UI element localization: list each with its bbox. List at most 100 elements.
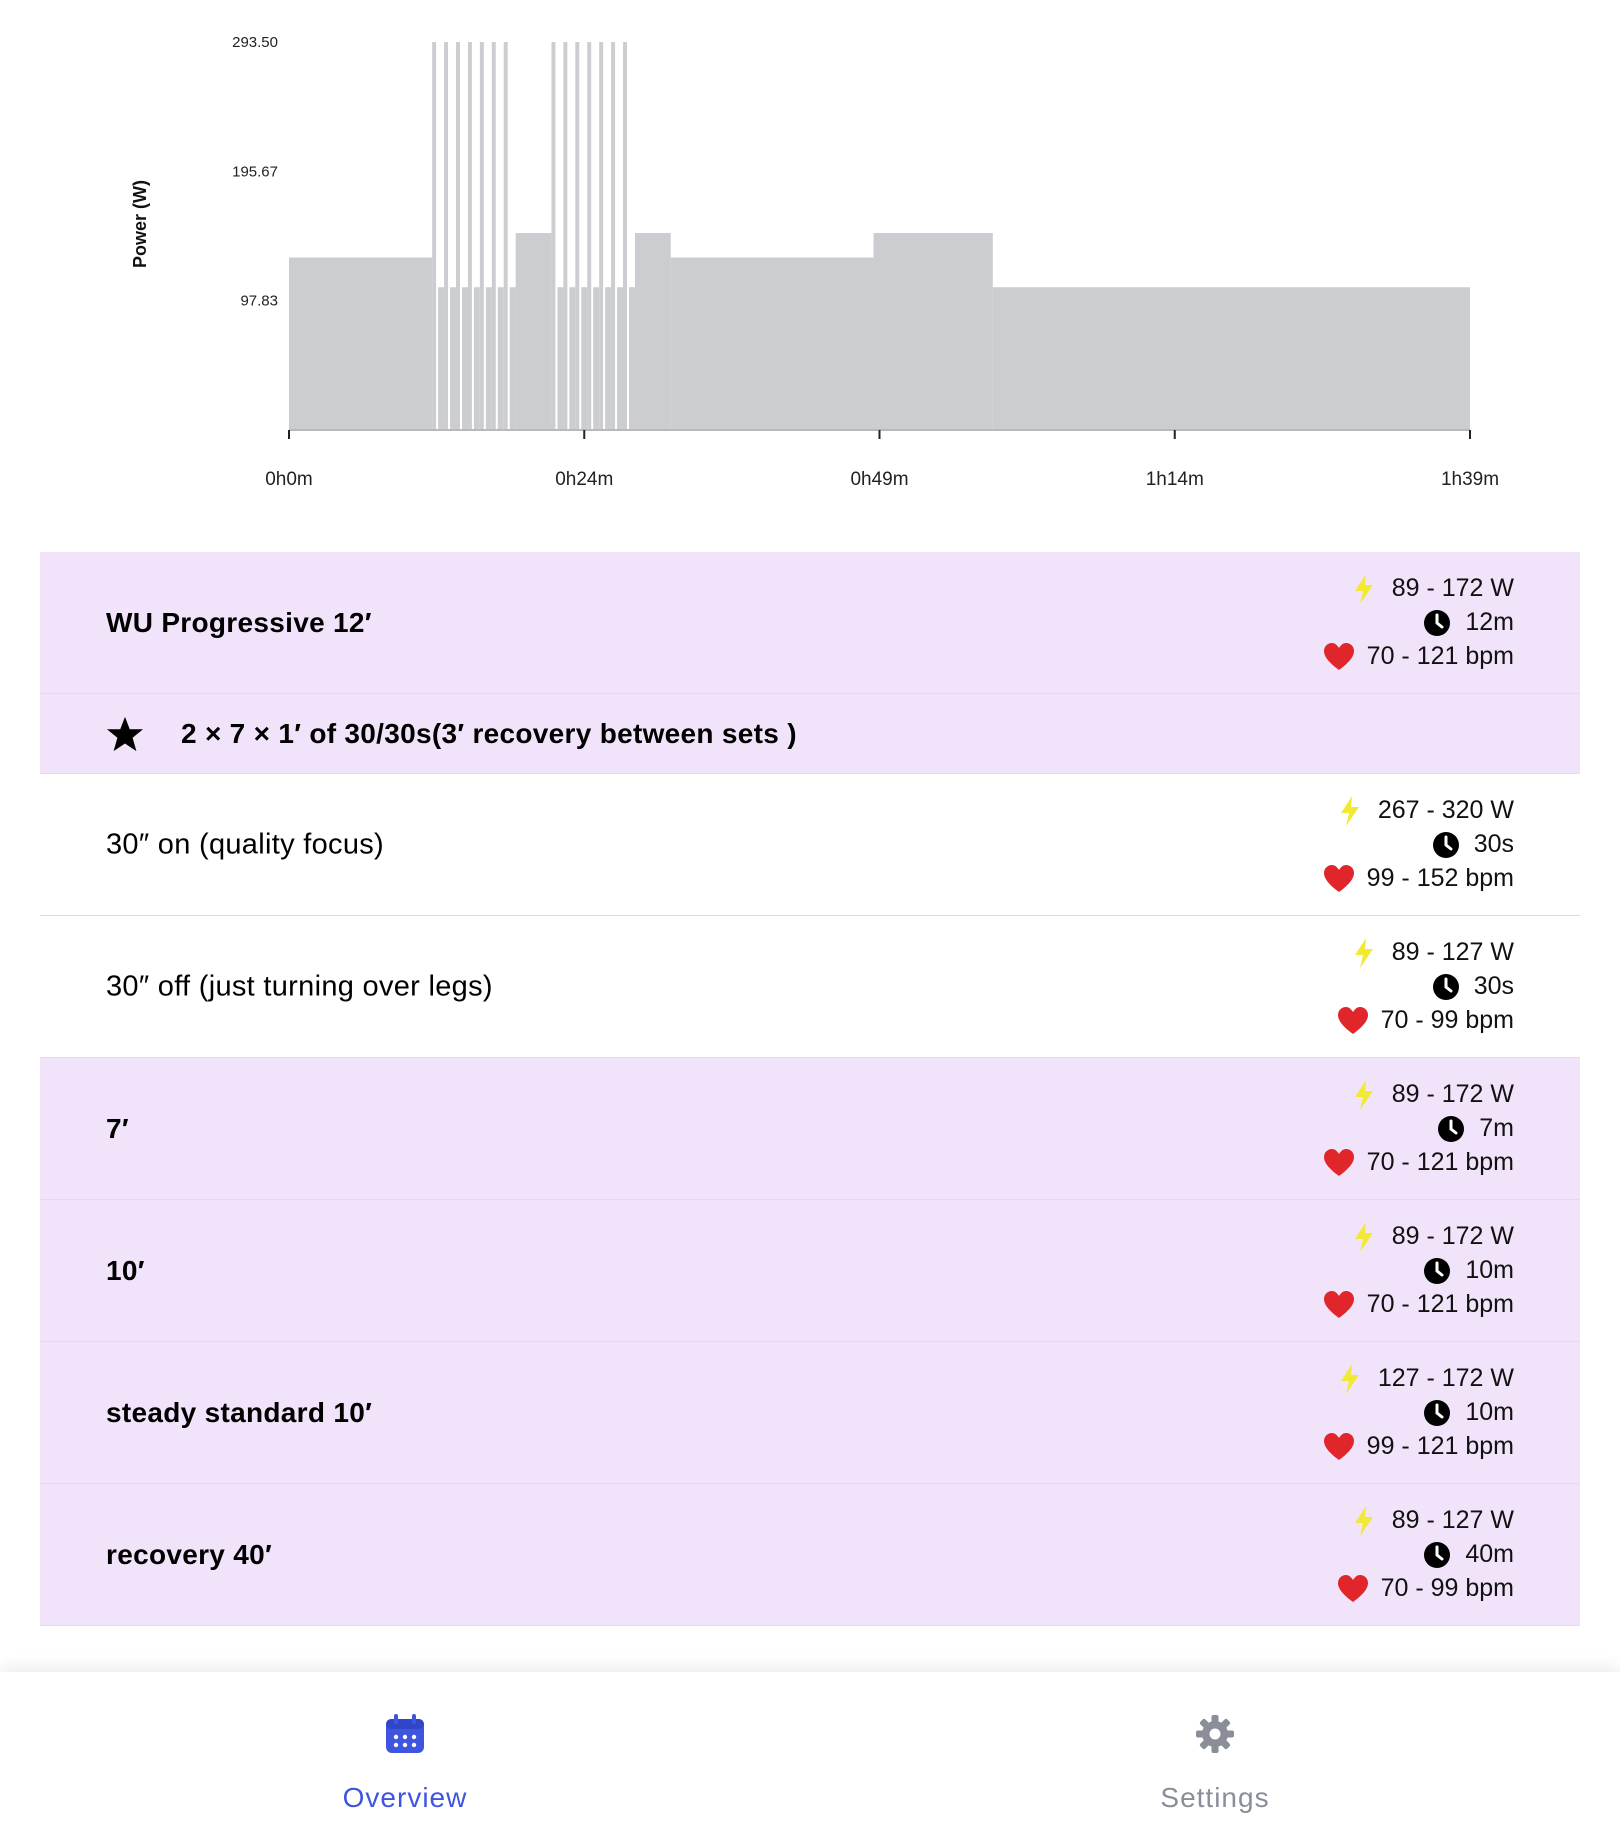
workout-step-row[interactable]: steady standard 10′ 127 - 172 W 10m 99 - 12… bbox=[40, 1342, 1580, 1484]
power-chart-area: 293.50 195.67 97.83 0h0m 0h24m 0h49m 1h14m 1h39… bbox=[0, 0, 1620, 520]
power-value: 267 - 320 W bbox=[1377, 796, 1514, 824]
tab-overview[interactable]: Overview bbox=[0, 1672, 810, 1832]
step-metrics: 89 - 172 W 7m 70 - 121 bpm bbox=[1323, 1078, 1514, 1180]
power-value: 89 - 127 W bbox=[1391, 938, 1514, 966]
heart-rate-range: 70 - 121 bpm bbox=[1323, 1288, 1514, 1322]
heart-rate-range: 70 - 99 bpm bbox=[1337, 1572, 1514, 1606]
power-bar bbox=[670, 257, 874, 430]
power-bar bbox=[467, 42, 472, 430]
heart-icon bbox=[1323, 863, 1355, 895]
step-name: steady standard 10′ bbox=[106, 1396, 373, 1428]
lightning-icon bbox=[1348, 1505, 1380, 1537]
clock-icon bbox=[1421, 1539, 1453, 1571]
workout-step-row[interactable]: recovery 40′ 89 - 127 W 40m 70 - 99 bpm bbox=[40, 1484, 1580, 1626]
power-bar bbox=[551, 42, 556, 430]
workout-steps-list: WU Progressive 12′ 89 - 172 W 12m 70 - 121 … bbox=[40, 552, 1580, 1626]
power-bar bbox=[515, 233, 552, 430]
heart-rate-range: 70 - 121 bpm bbox=[1323, 1146, 1514, 1180]
workout-step-row[interactable]: 7′ 89 - 172 W 7m 70 - 121 bpm bbox=[40, 1058, 1580, 1200]
heart-icon bbox=[1337, 1005, 1369, 1037]
power-bar bbox=[473, 287, 480, 430]
star-icon bbox=[106, 716, 144, 751]
power-range: 89 - 172 W bbox=[1348, 1220, 1514, 1254]
step-name: 7′ bbox=[106, 1112, 129, 1144]
power-range: 89 - 127 W bbox=[1348, 936, 1514, 970]
clock-icon bbox=[1435, 1113, 1467, 1145]
power-bar bbox=[479, 42, 484, 430]
power-bar bbox=[563, 42, 568, 430]
power-bar bbox=[623, 42, 627, 430]
lightning-icon bbox=[1348, 1079, 1380, 1111]
power-value: 89 - 127 W bbox=[1391, 1506, 1514, 1534]
hr-value: 99 - 121 bpm bbox=[1366, 1432, 1514, 1460]
power-bar bbox=[456, 42, 460, 430]
lightning-icon bbox=[1348, 937, 1380, 969]
power-bar bbox=[634, 233, 671, 430]
step-metrics: 89 - 172 W 10m 70 - 121 bpm bbox=[1323, 1220, 1514, 1322]
power-value: 89 - 172 W bbox=[1391, 574, 1514, 602]
workout-step-row[interactable]: 10′ 89 - 172 W 10m 70 - 121 bpm bbox=[40, 1200, 1580, 1342]
heart-icon bbox=[1323, 641, 1355, 673]
x-tick-label: 0h24m bbox=[555, 469, 613, 490]
power-range: 127 - 172 W bbox=[1334, 1362, 1514, 1396]
heart-rate-range: 70 - 99 bpm bbox=[1337, 1004, 1514, 1038]
clock-icon bbox=[1421, 1255, 1453, 1287]
duration-value: 40m bbox=[1465, 1540, 1514, 1568]
tab-settings-label: Settings bbox=[1160, 1782, 1270, 1813]
power-chart: 293.50 195.67 97.83 0h0m 0h24m 0h49m 1h14m 1h39… bbox=[130, 34, 1499, 490]
lightning-icon bbox=[1348, 1221, 1380, 1253]
gear-icon bbox=[1196, 1715, 1234, 1753]
calendar-icon bbox=[386, 1714, 424, 1753]
power-bar bbox=[611, 42, 616, 430]
power-bar bbox=[491, 42, 496, 430]
duration-value: 12m bbox=[1465, 608, 1514, 636]
duration: 10m bbox=[1421, 1254, 1514, 1288]
heart-rate-range: 99 - 121 bpm bbox=[1323, 1430, 1514, 1464]
hr-value: 99 - 152 bpm bbox=[1366, 864, 1514, 892]
step-metrics: 89 - 172 W 12m 70 - 121 bpm bbox=[1323, 572, 1514, 674]
tab-settings[interactable]: Settings bbox=[810, 1672, 1620, 1832]
power-bar bbox=[992, 287, 1470, 430]
duration-value: 30s bbox=[1473, 972, 1514, 1000]
power-range: 89 - 172 W bbox=[1348, 572, 1514, 606]
power-bar bbox=[569, 287, 576, 430]
bottom-tab-bar: Overview Settings bbox=[0, 1672, 1620, 1832]
power-bar bbox=[485, 287, 492, 430]
y-tick-label: 293.50 bbox=[232, 34, 278, 51]
power-bar bbox=[497, 287, 504, 430]
heart-icon bbox=[1323, 1431, 1355, 1463]
y-axis-label: Power (W) bbox=[130, 180, 150, 268]
power-bar bbox=[575, 42, 580, 430]
x-tick-label: 0h49m bbox=[850, 469, 908, 490]
step-name: WU Progressive 12′ bbox=[106, 606, 372, 638]
power-bar bbox=[587, 42, 592, 430]
duration: 30s bbox=[1430, 970, 1514, 1004]
power-bar bbox=[444, 42, 449, 430]
tab-overview-label: Overview bbox=[342, 1782, 468, 1813]
hr-value: 70 - 121 bpm bbox=[1366, 642, 1514, 670]
duration-value: 30s bbox=[1473, 830, 1514, 858]
power-bar bbox=[503, 42, 508, 430]
y-tick-label: 195.67 bbox=[232, 163, 278, 180]
duration: 7m bbox=[1435, 1112, 1514, 1146]
step-metrics: 127 - 172 W 10m 99 - 121 bpm bbox=[1323, 1362, 1514, 1464]
duration: 30s bbox=[1430, 828, 1514, 862]
power-bar bbox=[873, 233, 993, 430]
hr-value: 70 - 121 bpm bbox=[1366, 1148, 1514, 1176]
clock-icon bbox=[1421, 1397, 1453, 1429]
clock-icon bbox=[1421, 607, 1453, 639]
workout-step-row[interactable]: 30″ on (quality focus) 267 - 320 W 30s 99 -… bbox=[40, 774, 1580, 916]
power-bar bbox=[557, 287, 564, 430]
x-tick-label: 1h14m bbox=[1146, 469, 1204, 490]
heart-rate-range: 70 - 121 bpm bbox=[1323, 640, 1514, 674]
clock-icon bbox=[1430, 829, 1462, 861]
power-bar bbox=[599, 42, 604, 430]
heart-icon bbox=[1323, 1289, 1355, 1321]
workout-step-row[interactable]: WU Progressive 12′ 89 - 172 W 12m 70 - 121 … bbox=[40, 552, 1580, 694]
power-bar bbox=[628, 287, 635, 430]
workout-step-row[interactable]: 30″ off (just turning over legs) 89 - 127… bbox=[40, 916, 1580, 1058]
power-bar bbox=[605, 287, 612, 430]
power-bar bbox=[509, 287, 516, 430]
power-bar bbox=[593, 287, 600, 430]
duration-value: 10m bbox=[1465, 1398, 1514, 1426]
